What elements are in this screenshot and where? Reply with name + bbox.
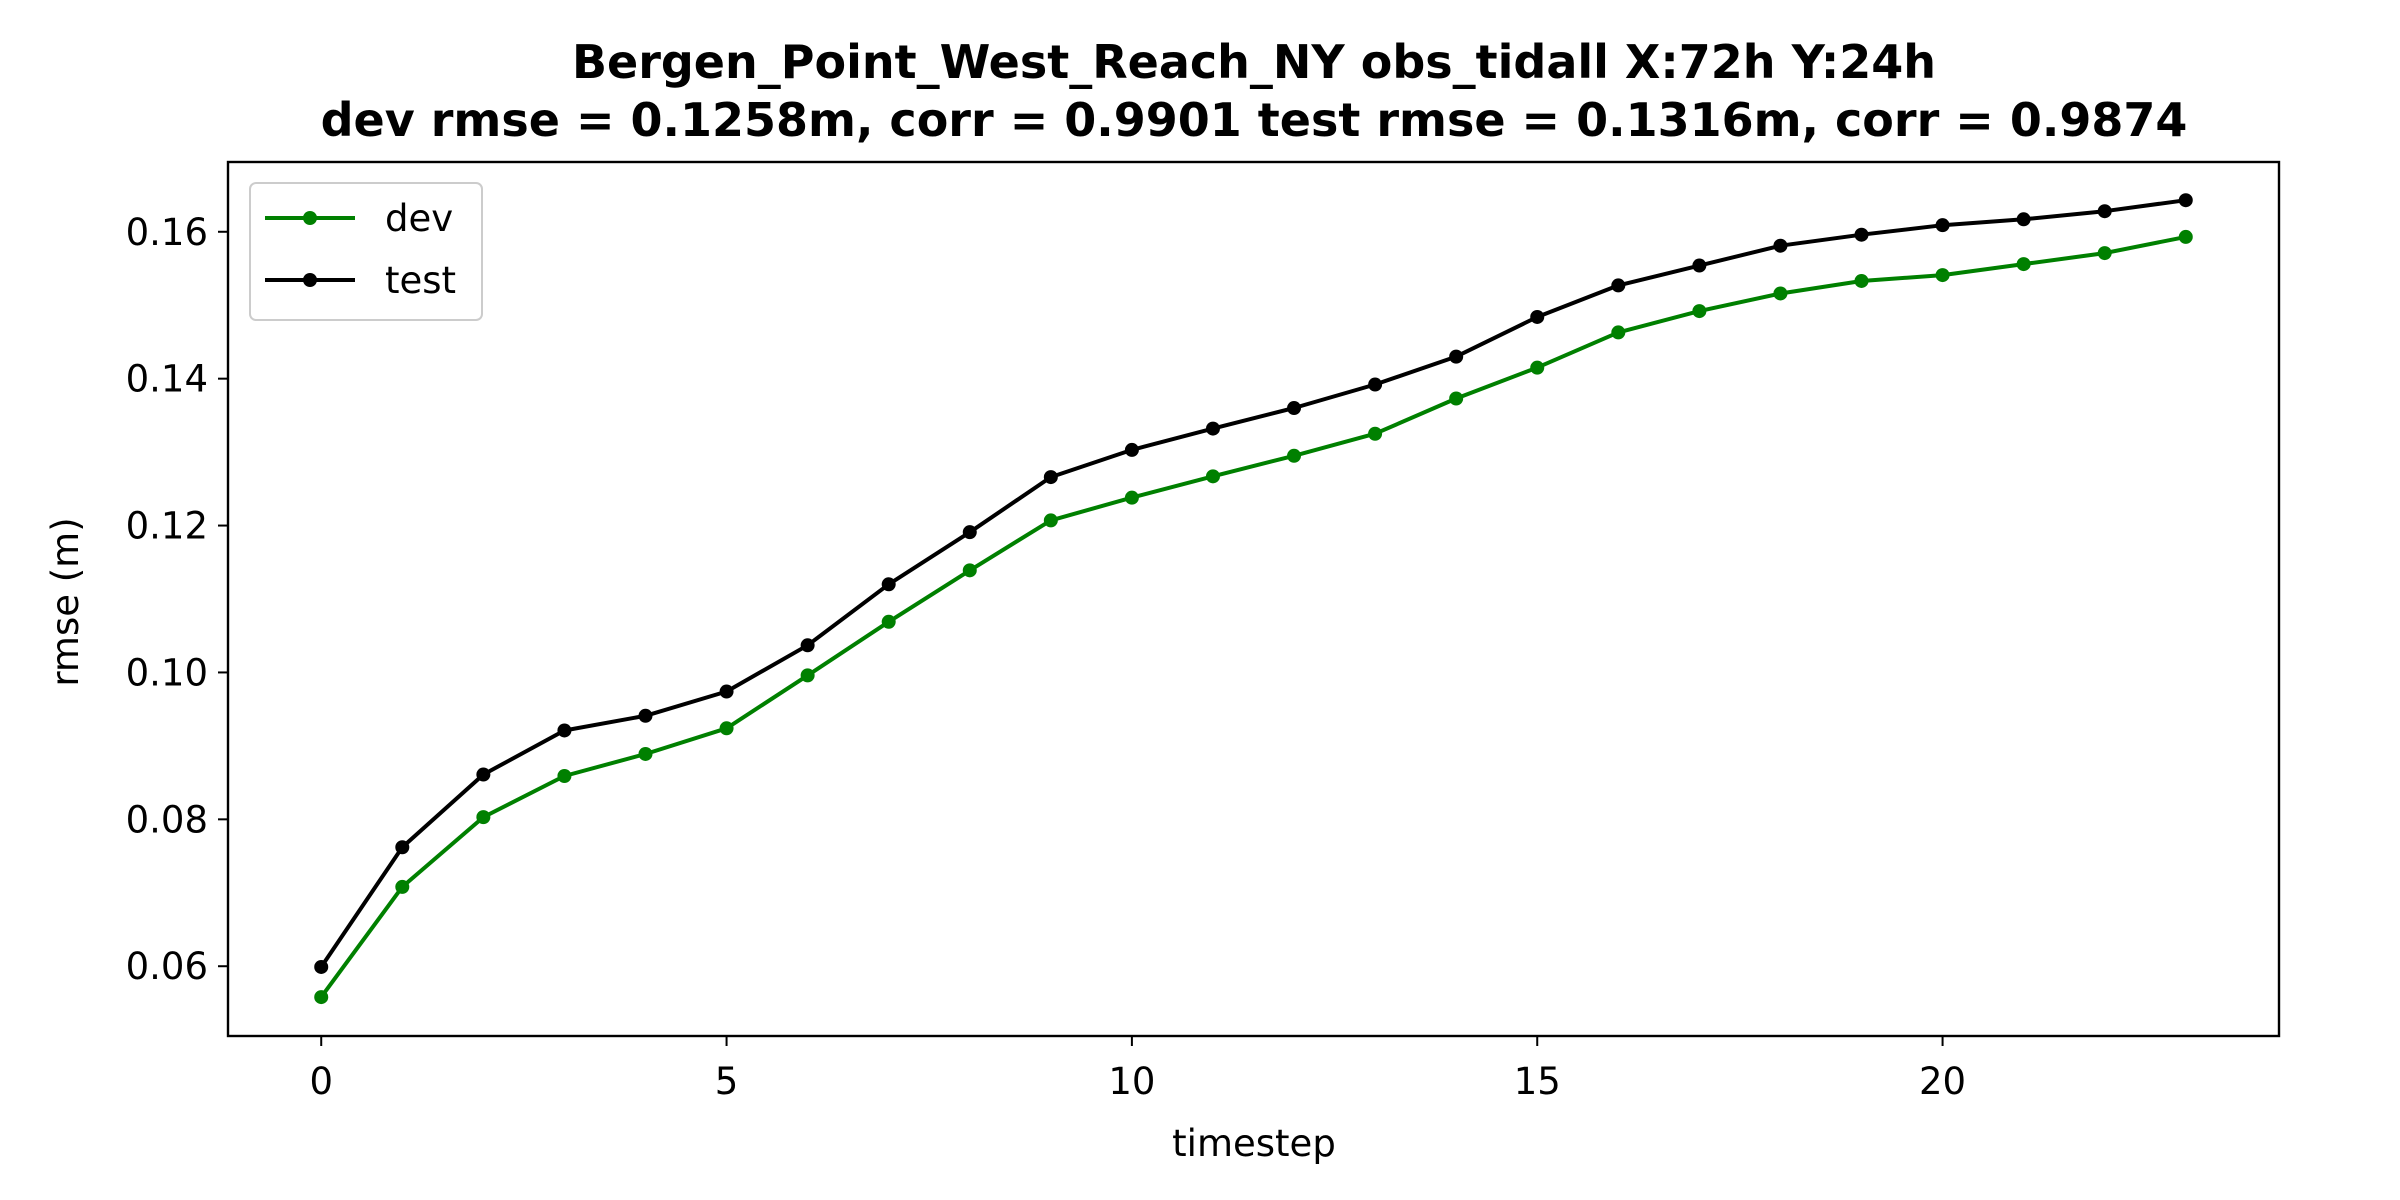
y-tick-label: 0.06 <box>126 945 208 988</box>
data-point-test <box>1287 401 1302 416</box>
data-point-dev <box>1692 304 1707 319</box>
legend-marker <box>303 273 317 287</box>
data-point-dev <box>1287 448 1302 463</box>
y-tick-label: 0.12 <box>126 505 208 548</box>
data-point-test <box>719 684 734 699</box>
y-tick-label: 0.14 <box>126 358 208 401</box>
data-point-test <box>1368 377 1383 392</box>
data-point-test <box>1449 349 1464 364</box>
legend-label: test <box>385 259 456 302</box>
plot-frame <box>226 160 2281 1038</box>
data-point-test <box>2178 193 2193 208</box>
data-point-test <box>557 723 572 738</box>
data-point-dev <box>1530 360 1545 375</box>
legend-label: dev <box>385 197 453 240</box>
y-axis-label: rmse (m) <box>44 517 87 686</box>
data-point-test <box>1124 442 1139 457</box>
data-point-test <box>476 767 491 782</box>
data-point-dev <box>2097 246 2112 261</box>
data-point-dev <box>395 879 410 894</box>
data-point-test <box>800 638 815 653</box>
data-point-dev <box>1773 286 1788 301</box>
data-point-dev <box>1124 490 1139 505</box>
x-axis-label: timestep <box>1172 1122 1336 1165</box>
data-point-test <box>1692 258 1707 273</box>
data-point-dev <box>1854 273 1869 288</box>
chart-title-line-2: dev rmse = 0.1258m, corr = 0.9901 test r… <box>321 93 2188 147</box>
data-point-test <box>1854 227 1869 242</box>
data-point-dev <box>1043 513 1058 528</box>
legend: dev test <box>249 182 483 321</box>
x-tick-label: 10 <box>1108 1060 1155 1103</box>
data-point-dev <box>881 614 896 629</box>
data-point-dev <box>1935 268 1950 283</box>
data-point-dev <box>800 668 815 683</box>
x-tick-label: 15 <box>1514 1060 1561 1103</box>
series-test <box>314 193 2193 974</box>
y-tick-label: 0.10 <box>126 651 208 694</box>
data-point-test <box>962 525 977 540</box>
series-dev <box>314 229 2193 1005</box>
x-tick-label: 0 <box>309 1060 333 1103</box>
data-point-dev <box>557 769 572 784</box>
data-point-test <box>395 840 410 855</box>
x-tick-label: 20 <box>1919 1060 1966 1103</box>
y-tick-label: 0.16 <box>126 211 208 254</box>
data-point-dev <box>2178 229 2193 244</box>
data-point-dev <box>1449 391 1464 406</box>
data-point-dev <box>719 721 734 736</box>
data-point-test <box>1205 421 1220 436</box>
chart-title-line-1: Bergen_Point_West_Reach_NY obs_tidall X:… <box>572 35 1936 89</box>
data-point-test <box>881 577 896 592</box>
data-point-test <box>314 959 329 974</box>
data-point-dev <box>314 990 329 1005</box>
data-point-dev <box>2016 257 2031 272</box>
series-line-test <box>319 198 2187 969</box>
series-line-dev <box>319 234 2187 999</box>
data-point-test <box>2097 204 2112 219</box>
legend-item-test: test <box>265 259 456 302</box>
data-point-test <box>1530 309 1545 324</box>
x-tick-label: 5 <box>715 1060 739 1103</box>
data-point-dev <box>476 810 491 825</box>
y-tick-label: 0.08 <box>126 798 208 841</box>
legend-marker <box>303 211 317 225</box>
data-point-test <box>2016 212 2031 227</box>
data-point-dev <box>638 746 653 761</box>
data-point-dev <box>962 563 977 578</box>
axes-layer: 0 5 10 15 20 0.06 0.08 0.10 0.12 0.14 0.16 <box>126 160 2281 1103</box>
data-point-test <box>1611 278 1626 293</box>
data-point-dev <box>1205 469 1220 484</box>
data-point-test <box>1935 218 1950 233</box>
data-point-test <box>1773 238 1788 253</box>
legend-item-dev: dev <box>265 197 453 240</box>
data-point-test <box>1043 470 1058 485</box>
data-point-test <box>638 708 653 723</box>
series-layer <box>314 193 2193 1005</box>
data-point-dev <box>1611 325 1626 340</box>
data-point-dev <box>1368 426 1383 441</box>
